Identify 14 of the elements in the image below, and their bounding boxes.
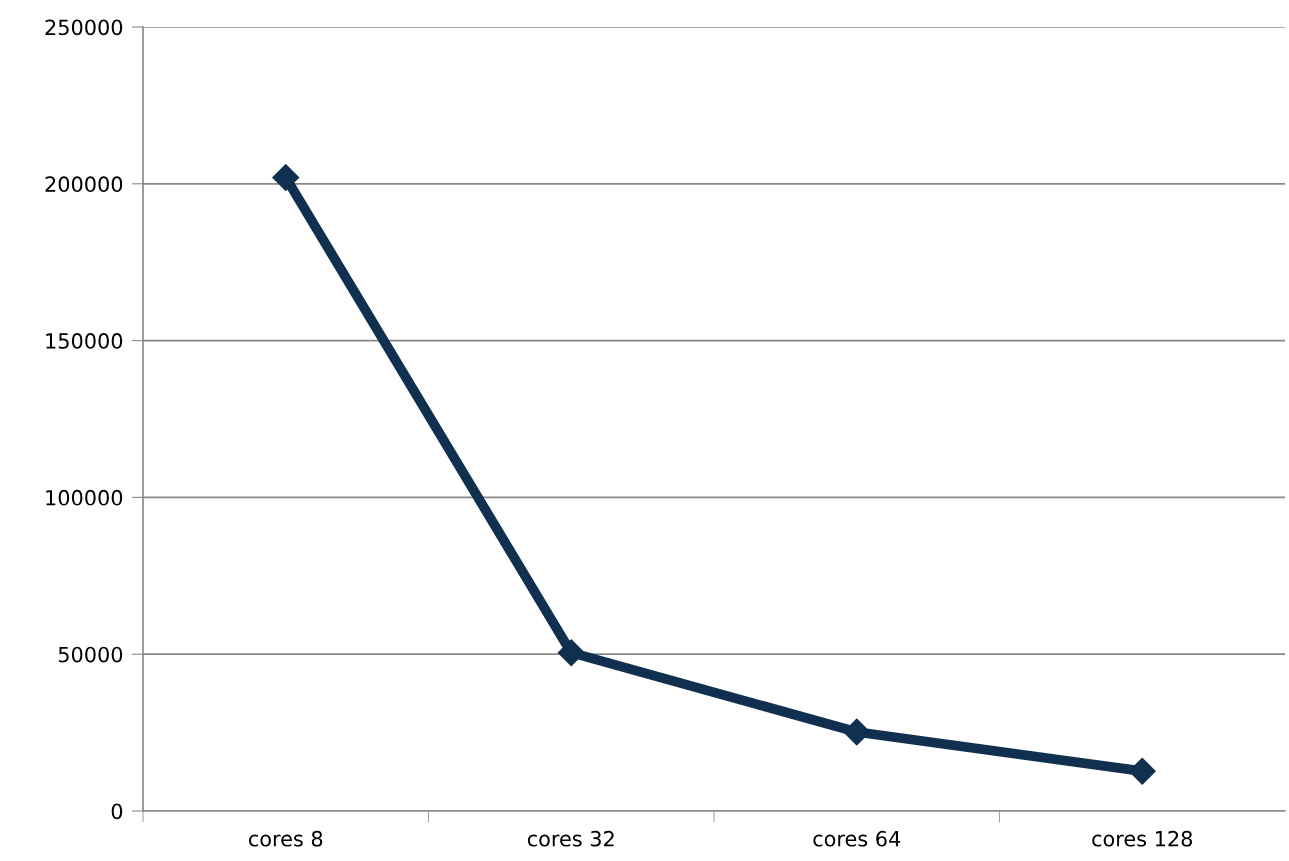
y-tick-label: 0 [111, 803, 123, 820]
point [843, 718, 871, 746]
y-tick-label: 250000 [45, 19, 123, 36]
y-tick-label: 200000 [45, 176, 123, 193]
point [1128, 757, 1156, 785]
x-tick-label: cores 8 [248, 830, 323, 847]
point [272, 164, 300, 191]
x-tick-label: cores 64 [813, 830, 901, 847]
point [557, 639, 585, 667]
y-tick-label: 100000 [46, 489, 123, 506]
y-tick-label: 50000 [58, 646, 123, 663]
x-tick-label: cores 128 [1092, 830, 1192, 847]
x-tick-label: cores 32 [527, 830, 614, 847]
y-tick-label: 150000 [46, 333, 123, 349]
